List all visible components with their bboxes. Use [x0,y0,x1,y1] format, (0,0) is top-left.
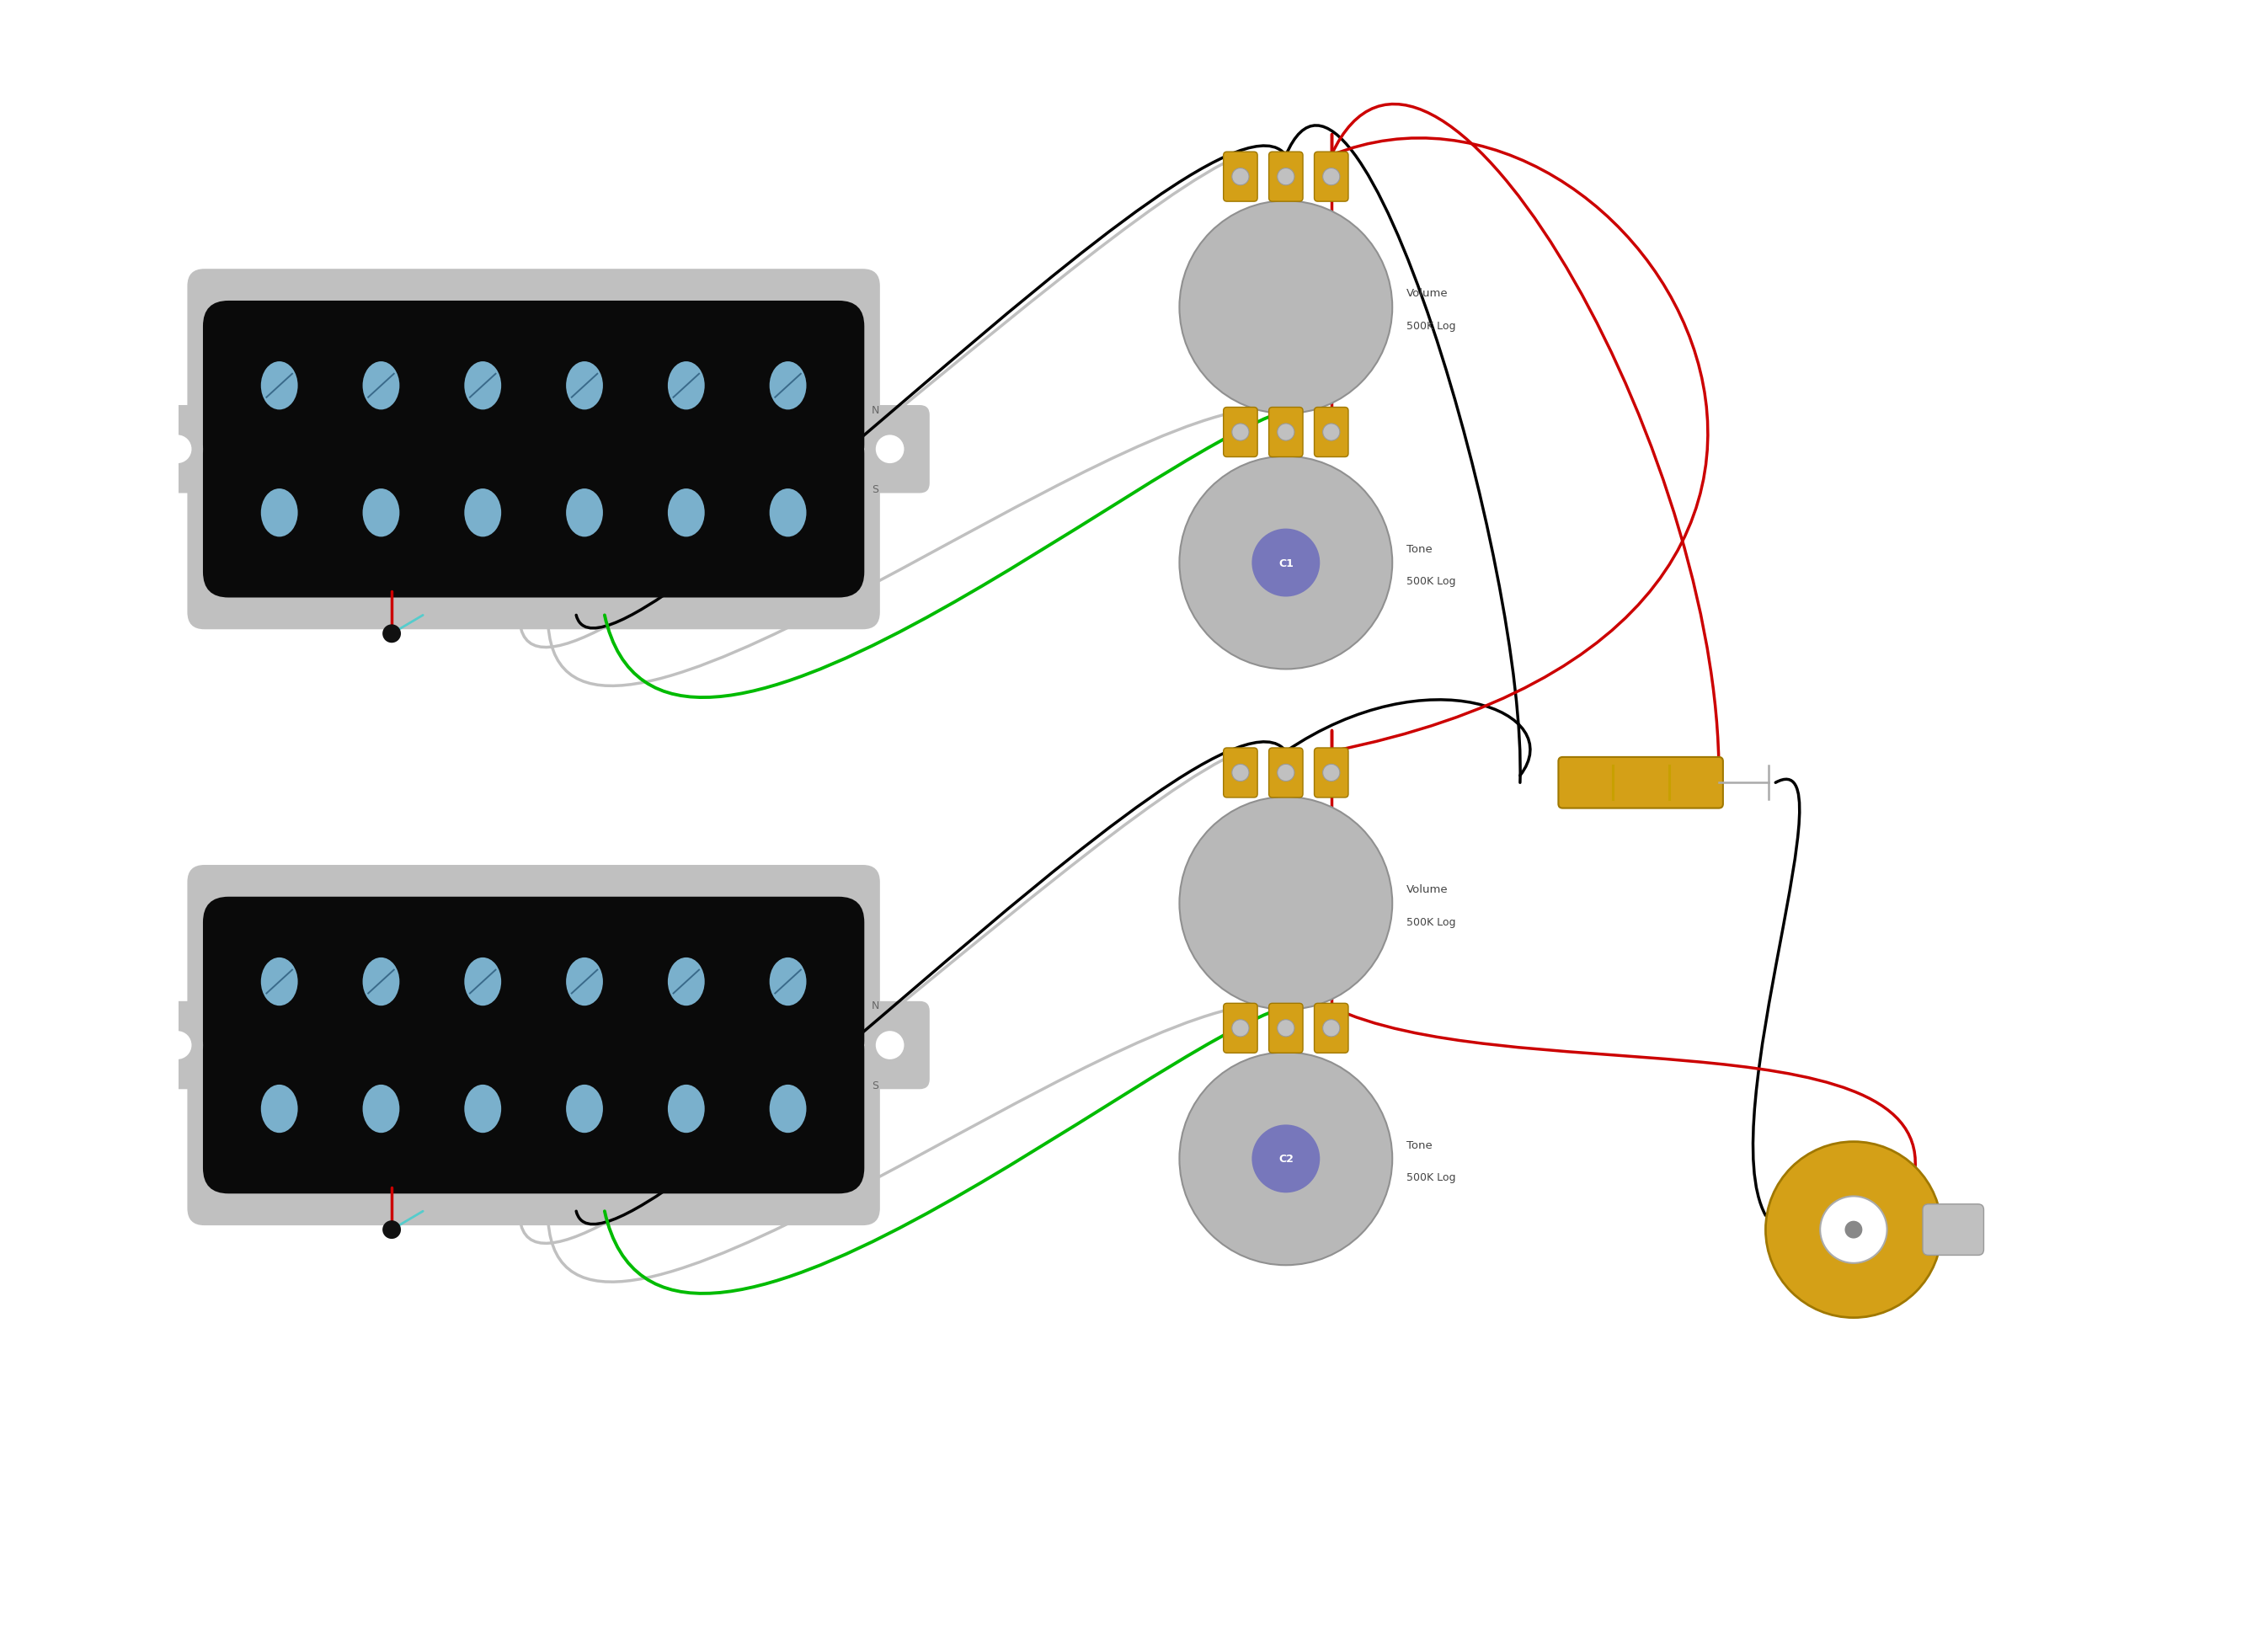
Circle shape [1232,425,1250,441]
FancyBboxPatch shape [202,896,864,1067]
Circle shape [163,436,191,464]
Circle shape [383,1220,401,1240]
Text: Tone: Tone [1406,1139,1433,1150]
Circle shape [163,1032,191,1059]
Ellipse shape [769,1085,807,1132]
Ellipse shape [465,361,501,410]
Circle shape [1252,529,1320,597]
Text: 500K Log: 500K Log [1406,576,1456,587]
Ellipse shape [261,490,297,537]
FancyBboxPatch shape [1222,748,1256,797]
FancyBboxPatch shape [202,1023,864,1194]
Circle shape [1277,425,1295,441]
Text: C1: C1 [1279,558,1293,568]
Ellipse shape [769,361,807,410]
FancyBboxPatch shape [1313,153,1347,202]
Ellipse shape [667,361,705,410]
FancyBboxPatch shape [1923,1204,1984,1256]
Circle shape [1322,1020,1340,1036]
Ellipse shape [363,361,399,410]
FancyBboxPatch shape [1313,1004,1347,1053]
Text: 500K Log: 500K Log [1406,321,1456,332]
Circle shape [1277,765,1295,781]
Circle shape [1322,425,1340,441]
Ellipse shape [769,490,807,537]
FancyBboxPatch shape [1268,1004,1302,1053]
FancyBboxPatch shape [1268,153,1302,202]
Circle shape [1322,765,1340,781]
Ellipse shape [567,958,603,1005]
Ellipse shape [465,490,501,537]
Ellipse shape [667,1085,705,1132]
Text: S: S [871,483,878,495]
Text: 500K Log: 500K Log [1406,916,1456,927]
Ellipse shape [363,958,399,1005]
Ellipse shape [261,958,297,1005]
Ellipse shape [567,1085,603,1132]
FancyBboxPatch shape [188,270,880,630]
Circle shape [1322,169,1340,185]
FancyBboxPatch shape [850,405,930,493]
Ellipse shape [261,1085,297,1132]
Circle shape [383,625,401,643]
FancyBboxPatch shape [1268,748,1302,797]
FancyBboxPatch shape [1313,408,1347,457]
FancyBboxPatch shape [138,405,218,493]
Text: 500K Log: 500K Log [1406,1171,1456,1183]
Circle shape [875,436,905,464]
FancyBboxPatch shape [1313,748,1347,797]
Circle shape [1277,1020,1295,1036]
Ellipse shape [567,490,603,537]
Ellipse shape [465,958,501,1005]
FancyBboxPatch shape [188,866,880,1225]
Text: Volume: Volume [1406,883,1449,895]
Circle shape [1252,1124,1320,1193]
FancyBboxPatch shape [202,428,864,599]
Ellipse shape [567,361,603,410]
Text: N: N [871,1001,880,1010]
FancyBboxPatch shape [1558,758,1724,809]
Circle shape [1179,457,1393,670]
Circle shape [875,1032,905,1059]
Text: Volume: Volume [1406,288,1449,299]
FancyBboxPatch shape [1222,153,1256,202]
FancyBboxPatch shape [1268,408,1302,457]
Circle shape [1179,797,1393,1010]
Text: Tone: Tone [1406,543,1433,555]
FancyBboxPatch shape [1222,1004,1256,1053]
Circle shape [1179,202,1393,415]
Text: C2: C2 [1279,1154,1293,1165]
Ellipse shape [769,958,807,1005]
Ellipse shape [261,361,297,410]
FancyBboxPatch shape [202,301,864,470]
Ellipse shape [667,490,705,537]
FancyBboxPatch shape [1222,408,1256,457]
Ellipse shape [363,490,399,537]
Circle shape [1821,1196,1887,1263]
Circle shape [1277,169,1295,185]
Circle shape [1232,765,1250,781]
FancyBboxPatch shape [138,1002,218,1090]
Circle shape [1765,1142,1941,1318]
Circle shape [1232,169,1250,185]
Circle shape [1844,1220,1862,1238]
Circle shape [1179,1053,1393,1266]
Ellipse shape [465,1085,501,1132]
Ellipse shape [363,1085,399,1132]
Circle shape [1232,1020,1250,1036]
FancyBboxPatch shape [850,1002,930,1090]
Text: S: S [871,1080,878,1090]
Text: N: N [871,405,880,415]
Ellipse shape [667,958,705,1005]
